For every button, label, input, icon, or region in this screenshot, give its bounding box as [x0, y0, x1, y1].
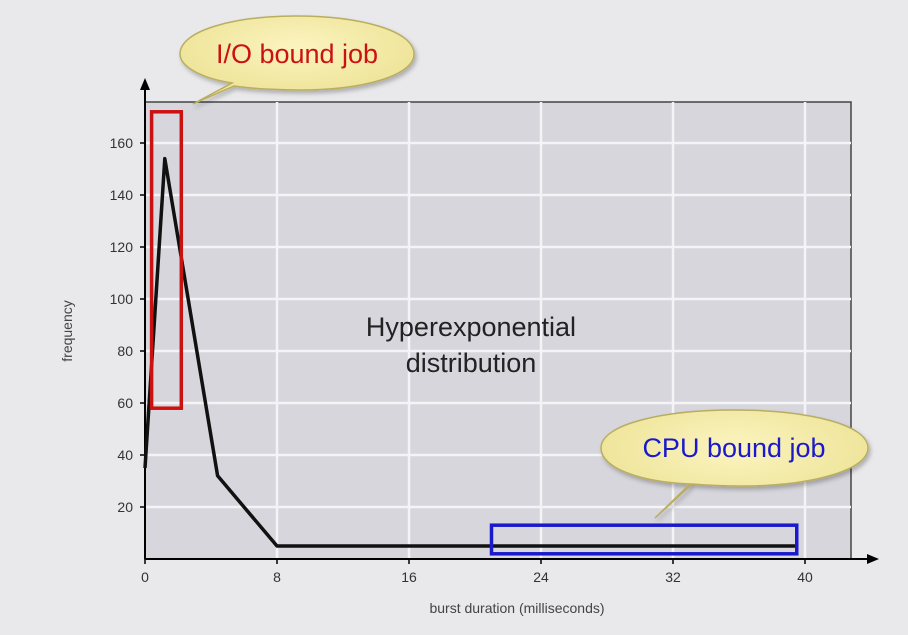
- x-tick-label: 8: [273, 569, 281, 585]
- y-tick-label: 120: [110, 239, 134, 255]
- series-layer: [143, 156, 797, 548]
- y-tick-label: 40: [117, 447, 133, 463]
- cpu-bound-highlight-box: [489, 523, 799, 556]
- x-tick-label: 24: [533, 569, 549, 585]
- x-tick-label: 0: [141, 569, 149, 585]
- cpu-bound-callout: [600, 409, 869, 519]
- y-tick-label: 20: [117, 499, 133, 515]
- io-bound-label: I/O bound job: [216, 39, 378, 69]
- x-axis-title: burst duration (milliseconds): [429, 600, 604, 616]
- y-tick-label: 160: [110, 135, 134, 151]
- x-tick-label: 16: [401, 569, 417, 585]
- x-axis-arrow: [867, 554, 879, 564]
- io-bound-callout: [179, 15, 415, 105]
- y-tick-label: 80: [117, 343, 133, 359]
- y-tick-label: 60: [117, 395, 133, 411]
- io-bubble-shape: [179, 15, 415, 105]
- axes: [140, 78, 879, 564]
- y-tick-label: 140: [110, 187, 134, 203]
- center-annotation-line-2: distribution: [406, 348, 537, 378]
- center-annotation-line-1: Hyperexponential: [366, 312, 576, 342]
- y-axis-title: frequency: [59, 300, 75, 361]
- x-tick-label: 32: [665, 569, 681, 585]
- cpu-bound-label: CPU bound job: [642, 433, 825, 463]
- tick-labels: 0 8 16 24 32 40 20 40 60 80 100 120 140 160: [110, 135, 813, 585]
- y-tick-label: 100: [110, 291, 134, 307]
- x-tick-label: 40: [797, 569, 813, 585]
- io-bound-highlight-box: [149, 110, 184, 410]
- highlight-boxes: [149, 110, 799, 556]
- cpu-bubble-shape: [600, 409, 869, 519]
- y-axis-arrow: [140, 78, 150, 90]
- series-line: [143, 156, 797, 548]
